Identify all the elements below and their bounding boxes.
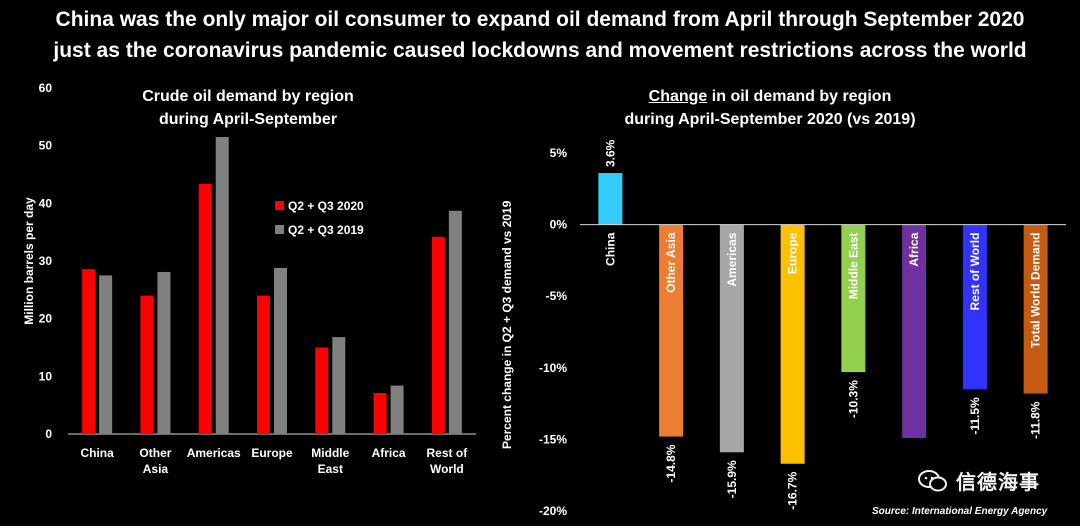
x-tick-label: Americas — [187, 446, 241, 460]
x-tick-label: Middle East — [846, 233, 860, 300]
y-tick-label: 30 — [39, 254, 53, 268]
y-tick-label: 50 — [39, 139, 53, 153]
bar-2020 — [82, 269, 96, 434]
y-tick-label: -15% — [539, 432, 567, 446]
bar-2019 — [274, 267, 287, 434]
bar-percent-change — [598, 173, 623, 225]
x-tick-label: Rest of World — [968, 233, 982, 311]
bar-percent-change — [659, 224, 684, 437]
bar-2020 — [140, 295, 154, 434]
right-chart-title: Change in oil demand by region during Ap… — [600, 85, 940, 131]
x-tick-label: China — [603, 232, 617, 266]
x-tick-label: Africa — [907, 232, 921, 266]
y-tick-label: 60 — [39, 81, 53, 95]
bar-percent-change — [902, 224, 927, 438]
x-tick-label: Europe — [786, 232, 800, 274]
bar-2020 — [198, 183, 212, 434]
y-tick-label: -10% — [539, 361, 567, 375]
data-label: -11.5% — [968, 397, 982, 435]
bar-2019 — [332, 337, 346, 434]
legend-swatch — [275, 225, 284, 234]
y-tick-label: -5% — [546, 289, 568, 303]
bar-percent-change — [1023, 224, 1048, 394]
x-tick-label: Europe — [251, 446, 293, 460]
left-chart-title: Crude oil demand by region during April-… — [118, 85, 378, 131]
wechat-icon — [918, 469, 948, 492]
left-bar-chart: 0 10 20 30 40 50 60 Million barrels per day Chin… — [22, 81, 476, 476]
x-tick-label: Middle — [311, 446, 349, 460]
headline: China was the only major oil consumer to… — [0, 4, 1080, 66]
x-tick-label: East — [318, 462, 343, 476]
y-tick-label: 0% — [550, 218, 568, 232]
x-tick-label: China — [80, 446, 114, 460]
x-tick-label: Asia — [143, 462, 169, 476]
bar-2019 — [215, 137, 229, 434]
data-label: 3.6% — [603, 139, 617, 167]
y-tick-label: 20 — [39, 312, 53, 326]
x-tick-label: Total World Demand — [1029, 233, 1043, 349]
right-chart-title-line-1: Change in oil demand by region — [600, 85, 940, 108]
left-chart-title-line-2: during April-September — [158, 111, 338, 128]
bar-percent-change — [841, 224, 866, 373]
x-tick-label: World — [430, 462, 464, 476]
x-tick-label: Other — [139, 446, 171, 460]
bar-2020 — [431, 236, 445, 434]
bar-percent-change — [962, 224, 987, 390]
bar-2019 — [390, 385, 404, 434]
y-tick-label: 40 — [39, 196, 53, 210]
data-label: -10.3% — [846, 380, 860, 418]
bar-percent-change — [780, 224, 805, 464]
bar-2019 — [157, 271, 171, 434]
x-tick-label: Africa — [372, 446, 406, 460]
headline-line-1: China was the only major oil consumer to… — [55, 8, 1025, 31]
watermark: 信德海事 — [918, 466, 1040, 495]
legend-swatch — [275, 201, 284, 210]
legend-label: Q2 + Q3 2019 — [288, 223, 364, 237]
y-axis-label: Million barrels per day — [22, 197, 36, 325]
legend-label: Q2 + Q3 2020 — [288, 199, 364, 213]
bar-2020 — [257, 295, 270, 434]
x-tick-label: Rest of — [427, 446, 469, 460]
data-label: -15.9% — [725, 460, 739, 498]
y-tick-label: 10 — [39, 369, 53, 383]
y-axis-label: Percent change in Q2 + Q3 demand vs 2019 — [500, 200, 514, 449]
bar-2020 — [373, 393, 387, 434]
y-tick-label: 0 — [45, 427, 52, 441]
right-chart-title-emphasis: Change — [648, 88, 708, 105]
y-tick-label: 5% — [550, 146, 568, 160]
bar-2019 — [448, 210, 462, 434]
bar-2019 — [99, 275, 113, 434]
data-label: -16.7% — [786, 471, 800, 509]
right-chart-title-rest: in oil demand by region — [707, 88, 892, 105]
y-tick-label: -20% — [539, 504, 567, 518]
left-chart-title-line-1: Crude oil demand by region — [142, 88, 354, 105]
headline-line-2: just as the coronavirus pandemic caused … — [53, 39, 1027, 62]
bar-percent-change — [719, 224, 744, 453]
data-label: -14.8% — [664, 444, 678, 482]
bar-2020 — [315, 347, 329, 434]
data-label: -11.8% — [1029, 401, 1043, 439]
source-note: Source: International Energy Agency — [872, 506, 1048, 517]
right-chart-title-line-2: during April-September 2020 (vs 2019) — [624, 111, 916, 128]
watermark-text: 信德海事 — [956, 472, 1040, 494]
x-tick-label: Other Asia — [664, 232, 678, 293]
x-tick-label: Americas — [725, 232, 739, 286]
